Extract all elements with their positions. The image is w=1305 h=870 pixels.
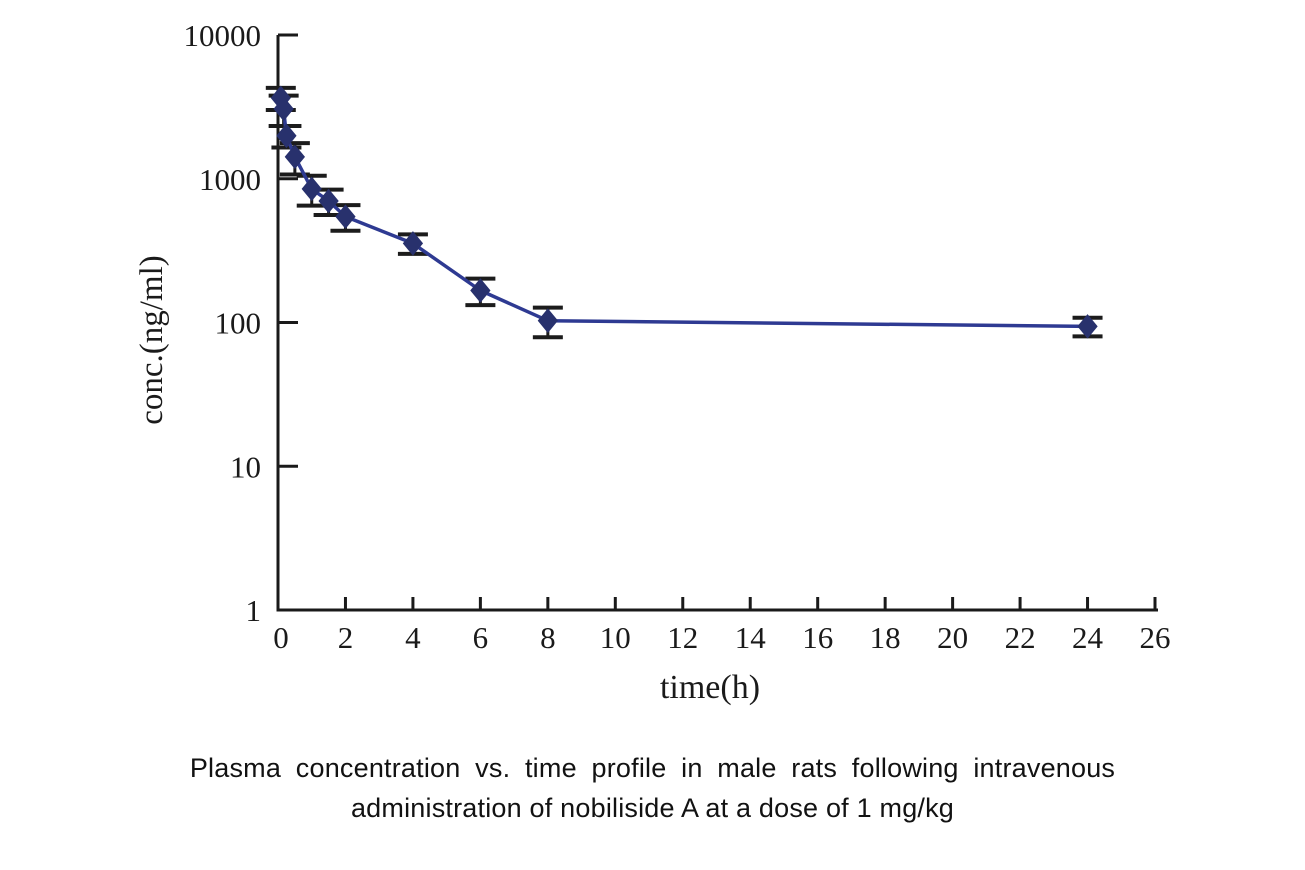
figure-caption: Plasma concentration vs. time profile in… — [0, 748, 1305, 828]
caption-line-2: administration of nobiliside A at a dose… — [350, 793, 955, 823]
x-tick-label: 6 — [473, 620, 489, 655]
data-point-marker — [537, 308, 558, 333]
x-tick-label: 26 — [1140, 620, 1171, 655]
x-tick-label: 4 — [405, 620, 421, 655]
y-tick-label: 10000 — [184, 18, 262, 53]
data-point-marker — [273, 96, 294, 122]
x-tick-label: 18 — [870, 620, 901, 655]
data-point-marker — [318, 188, 339, 214]
data-point-marker — [402, 231, 424, 256]
x-tick-label: 20 — [937, 620, 968, 655]
data-point-marker — [276, 123, 297, 149]
y-tick-label: 1000 — [199, 162, 261, 197]
x-tick-label: 2 — [338, 620, 354, 655]
data-point-marker — [1077, 314, 1098, 339]
x-tick-label: 22 — [1005, 620, 1036, 655]
data-point-marker — [301, 176, 322, 202]
x-axis-title: time(h) — [660, 669, 760, 706]
data-point-marker — [284, 144, 306, 170]
data-point-marker — [470, 278, 491, 303]
x-tick-label: 14 — [735, 620, 767, 655]
y-tick-label: 10 — [230, 449, 261, 484]
data-point-marker — [335, 204, 356, 229]
x-tick-label: 8 — [540, 620, 556, 655]
x-tick-label: 0 — [273, 620, 289, 655]
x-tick-label: 24 — [1072, 620, 1104, 655]
y-axis-title: conc.(ng/ml) — [134, 255, 170, 425]
caption-line-1: Plasma concentration vs. time profile in… — [189, 753, 1116, 783]
x-tick-label: 12 — [667, 620, 698, 655]
x-tick-label: 10 — [600, 620, 631, 655]
y-tick-label: 100 — [215, 306, 262, 341]
series-line — [279, 97, 1088, 329]
x-tick-label: 16 — [802, 620, 833, 655]
y-tick-label: 1 — [246, 593, 262, 628]
